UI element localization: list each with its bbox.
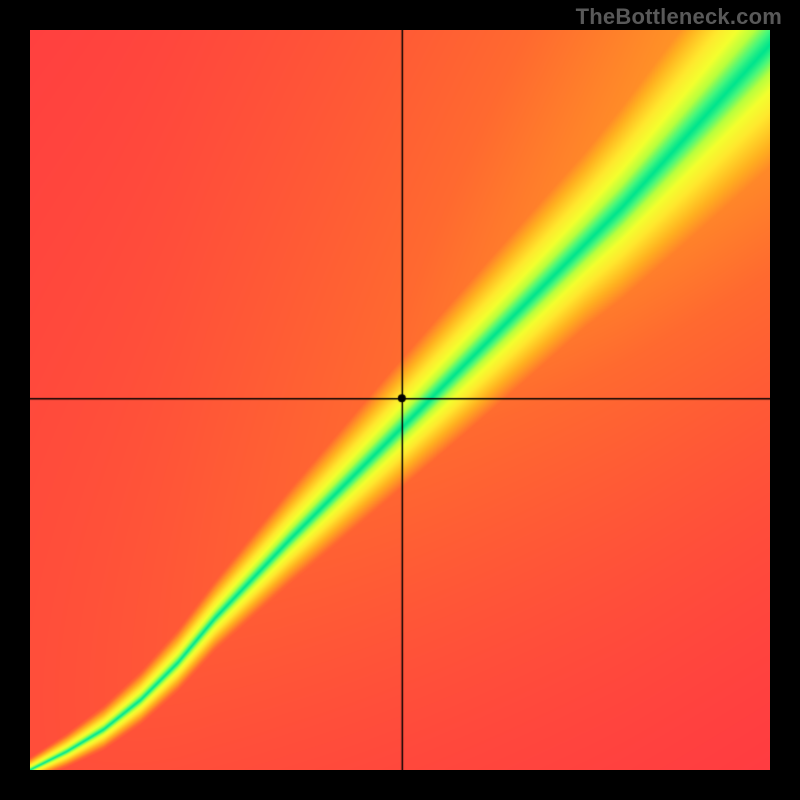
chart-container: TheBottleneck.com	[0, 0, 800, 800]
watermark-text: TheBottleneck.com	[576, 4, 782, 30]
bottleneck-heatmap	[30, 30, 770, 770]
